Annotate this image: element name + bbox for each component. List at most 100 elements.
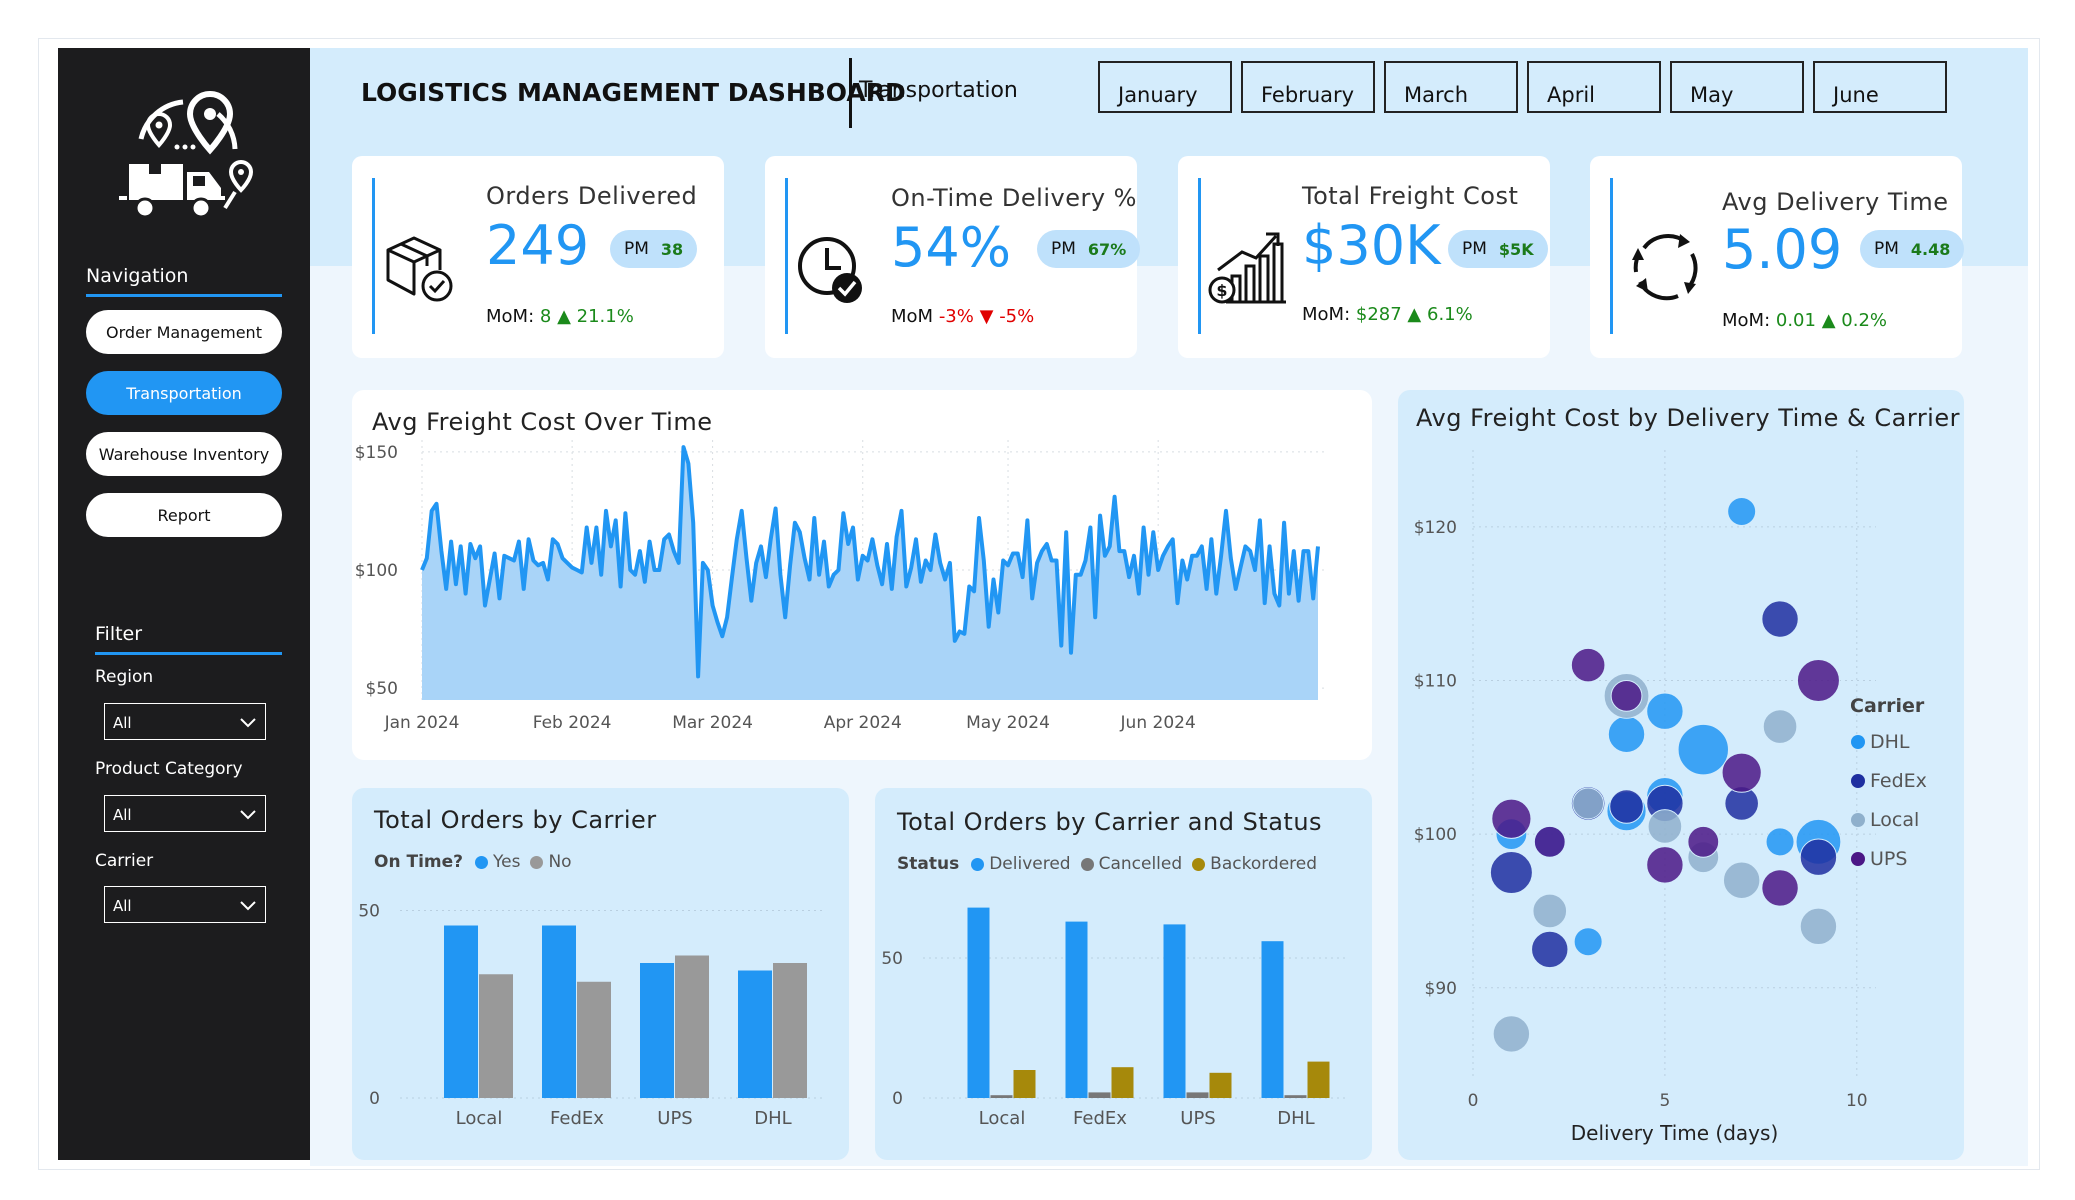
triangle-up-icon: ▲	[1821, 310, 1836, 331]
mom-percent: 0.2%	[1841, 310, 1887, 331]
growth-chart-dollar-icon: $	[1208, 232, 1286, 304]
region-filter-select[interactable]: All	[104, 703, 266, 740]
title-divider	[849, 58, 852, 128]
kpi-card-avg-delivery-time: Avg Delivery Time 5.09 PM 4.48 MoM: 0.01…	[1590, 156, 1965, 358]
month-june-button[interactable]: June	[1813, 61, 1947, 113]
region-filter-label: Region	[95, 667, 154, 687]
pm-label: PM	[624, 239, 649, 259]
kpi-title: Orders Delivered	[486, 182, 698, 210]
legend-dot	[1080, 857, 1094, 871]
nav-order-management-button[interactable]: Order Management	[86, 310, 282, 354]
kpi-mom: MoM: $287 ▲ 6.1%	[1302, 304, 1473, 325]
kpi-previous-month-badge: PM 67%	[1037, 230, 1141, 268]
x-tick-label: FedEx	[1073, 1108, 1127, 1129]
legend-item-delivered[interactable]: Delivered	[971, 854, 1071, 874]
y-tick-label: $150	[355, 443, 398, 463]
series-line	[420, 445, 1320, 679]
month-february-button[interactable]: February	[1241, 61, 1375, 113]
legend-item-yes[interactable]: Yes	[475, 852, 520, 872]
product-category-filter-select[interactable]: All	[104, 795, 266, 832]
freight-by-delivery-carrier-chart: $90 $100 $110 $120 0 5 10 Delivery Time (days) C…	[1414, 450, 1927, 1145]
legend-item-cancelled[interactable]: Cancelled	[1080, 854, 1182, 874]
mom-percent: -5%	[999, 306, 1035, 327]
legend-dot	[1851, 852, 1865, 866]
x-tick-label: Local	[456, 1108, 503, 1129]
kpi-accent-bar	[785, 178, 788, 334]
legend-title: Status	[897, 854, 960, 874]
freight-over-time-panel: Avg Freight Cost Over Time $50 $100 $150 Ja…	[352, 390, 1372, 760]
x-tick-label: DHL	[1277, 1108, 1314, 1129]
point-ups	[1570, 647, 1606, 683]
legend-item-backordered[interactable]: Backordered	[1192, 854, 1317, 874]
sidebar: Navigation Order Management Transportati…	[58, 48, 310, 1160]
point-ups	[1533, 825, 1566, 858]
bar-yes	[738, 970, 772, 1098]
bar-backordered	[1209, 1072, 1232, 1098]
filter-rule	[95, 652, 282, 655]
mom-absolute: 8	[539, 306, 552, 327]
pm-value: 38	[660, 239, 684, 259]
mom-label: MoM:	[1722, 310, 1771, 331]
orders-by-carrier-status-chart: 0 50 Local FedEx UPS DHL	[881, 907, 1345, 1129]
bar-yes	[640, 963, 674, 1098]
kpi-title: Total Freight Cost	[1302, 182, 1519, 210]
point-local	[1762, 709, 1798, 744]
point-ups	[1491, 798, 1532, 839]
region-filter-value: All	[113, 714, 132, 732]
legend-dot	[475, 855, 489, 869]
mom-percent: 6.1%	[1427, 304, 1473, 325]
month-may-button[interactable]: May	[1670, 61, 1804, 113]
legend-dot	[1851, 735, 1865, 749]
dashboard-title: LOGISTICS MANAGEMENT DASHBOARD	[361, 78, 906, 107]
bar-cancelled	[1186, 1092, 1209, 1098]
point-dhl	[1607, 715, 1646, 753]
legend-label: Yes	[493, 852, 521, 872]
kpi-mom: MoM: 0.01 ▲ 0.2%	[1722, 310, 1887, 331]
orders-by-carrier-panel: Total Orders by Carrier On Time? Yes No …	[352, 788, 849, 1160]
x-tick-label: Local	[979, 1108, 1026, 1129]
legend-label: No	[548, 852, 572, 872]
month-january-button[interactable]: January	[1098, 61, 1232, 113]
navigation-rule	[86, 294, 282, 297]
chart-title: Total Orders by Carrier	[374, 806, 657, 834]
mom-label: MoM:	[1302, 304, 1351, 325]
bar-backordered	[1013, 1070, 1036, 1098]
kpi-card-total-freight-cost: $ Total Freight Cost $30K PM $5K MoM: $2…	[1178, 156, 1550, 358]
carrier-filter-select[interactable]: All	[104, 886, 266, 923]
y-tick-label: 50	[358, 902, 380, 922]
legend-title: Carrier	[1850, 695, 1925, 717]
pm-value: 4.48	[1910, 239, 1951, 259]
y-tick-label: $110	[1414, 671, 1457, 691]
x-tick-label: DHL	[754, 1108, 791, 1129]
x-tick-label: UPS	[657, 1108, 692, 1129]
mom-absolute: 0.01	[1775, 310, 1816, 331]
orders-by-carrier-chart: 0 50 Local FedEx UPS DHL	[358, 902, 822, 1129]
chevron-down-icon	[240, 810, 256, 820]
legend-label: DHL	[1870, 731, 1910, 753]
y-tick-label: $120	[1414, 518, 1457, 538]
legend-item-no[interactable]: No	[530, 852, 572, 872]
nav-report-button[interactable]: Report	[86, 493, 282, 537]
nav-transportation-button[interactable]: Transportation	[86, 371, 282, 415]
point-fedex	[1799, 838, 1838, 876]
point-dhl	[1677, 723, 1729, 776]
legend-dot	[1192, 857, 1206, 871]
legend-title: On Time?	[374, 852, 464, 872]
bar-backordered	[1111, 1067, 1134, 1098]
point-ups	[1610, 679, 1643, 712]
area-fill	[422, 447, 1318, 700]
y-tick-label: $100	[1414, 825, 1457, 845]
orders-by-carrier-status-panel: Total Orders by Carrier and Status Statu…	[875, 788, 1372, 1160]
point-fedex	[1609, 789, 1644, 824]
legend-dot	[530, 855, 544, 869]
month-march-button[interactable]: March	[1384, 61, 1518, 113]
point-local	[1722, 861, 1761, 899]
chart-title: Avg Freight Cost by Delivery Time & Carr…	[1416, 404, 1960, 432]
point-dhl	[1765, 827, 1795, 857]
nav-warehouse-inventory-button[interactable]: Warehouse Inventory	[86, 432, 282, 476]
pm-label: PM	[1462, 239, 1487, 259]
bar-delivered	[967, 907, 990, 1098]
month-april-button[interactable]: April	[1527, 61, 1661, 113]
x-tick-label: FedEx	[550, 1108, 604, 1129]
point-local	[1492, 1015, 1531, 1053]
